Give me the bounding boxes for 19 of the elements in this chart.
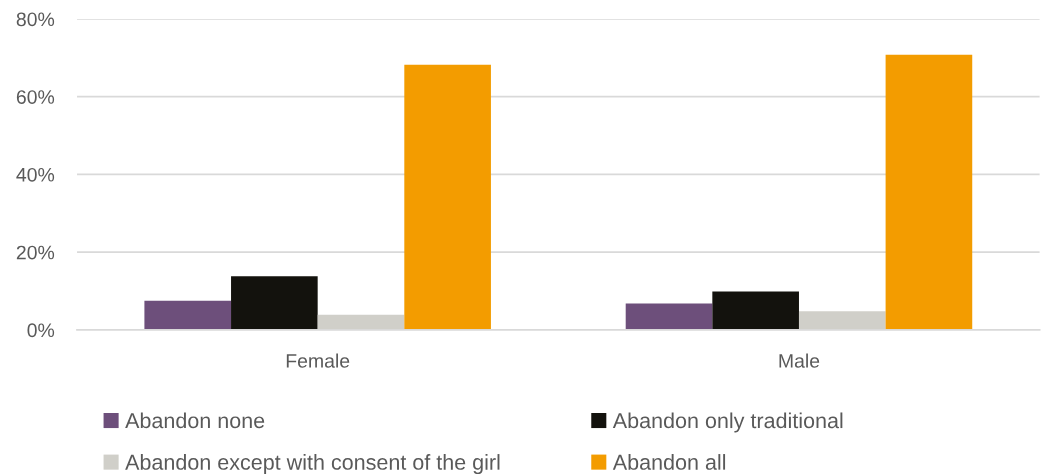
bar <box>798 311 886 330</box>
bar <box>404 64 491 330</box>
legend-label: Abandon except with consent of the girl <box>125 454 500 474</box>
y-tick-label: 40% <box>16 167 55 182</box>
y-tick-label: 80% <box>16 12 55 27</box>
x-tick-label: Male <box>779 353 820 368</box>
bar <box>144 300 232 330</box>
bar <box>625 303 713 330</box>
bar <box>885 54 973 330</box>
legend-label: Abandon none <box>125 412 265 429</box>
y-tick-label: 0% <box>27 323 55 338</box>
bar <box>231 276 318 330</box>
bar <box>317 314 405 330</box>
bar <box>712 291 799 330</box>
legend-label: Abandon only traditional <box>612 412 843 433</box>
y-tick-label: 60% <box>16 90 55 104</box>
y-tick-label: 20% <box>16 245 55 260</box>
x-tick-label: Female <box>286 353 350 368</box>
legend-label: Abandon all <box>612 454 726 470</box>
